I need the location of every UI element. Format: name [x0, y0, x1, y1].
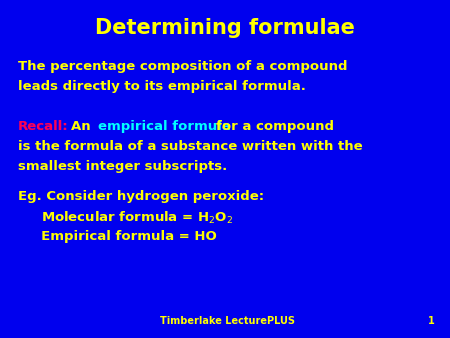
Text: The percentage composition of a compound: The percentage composition of a compound — [18, 60, 347, 73]
Text: leads directly to its empirical formula.: leads directly to its empirical formula. — [18, 80, 306, 93]
Text: Determining formulae: Determining formulae — [95, 18, 355, 38]
Text: smallest integer subscripts.: smallest integer subscripts. — [18, 160, 227, 173]
Text: Recall:: Recall: — [18, 120, 69, 133]
Text: 1: 1 — [428, 316, 435, 326]
Text: An: An — [71, 120, 100, 133]
Text: for a compound: for a compound — [216, 120, 334, 133]
Text: Timberlake LecturePLUS: Timberlake LecturePLUS — [160, 316, 295, 326]
Text: Empirical formula = HO: Empirical formula = HO — [18, 230, 217, 243]
Text: empirical formula: empirical formula — [98, 120, 231, 133]
Text: Molecular formula = H$_2$O$_2$: Molecular formula = H$_2$O$_2$ — [18, 210, 233, 226]
Text: Recall: An: Recall: An — [18, 120, 102, 133]
Text: Recall:: Recall: — [18, 120, 69, 133]
Text: Recall:: Recall: — [18, 120, 69, 133]
Text: Recall: An: Recall: An — [18, 120, 102, 133]
Text: Recall:: Recall: — [18, 120, 69, 133]
Text: Eg. Consider hydrogen peroxide:: Eg. Consider hydrogen peroxide: — [18, 190, 264, 203]
Text: Recall: An: Recall: An — [18, 120, 102, 133]
Text: is the formula of a substance written with the: is the formula of a substance written wi… — [18, 140, 363, 153]
